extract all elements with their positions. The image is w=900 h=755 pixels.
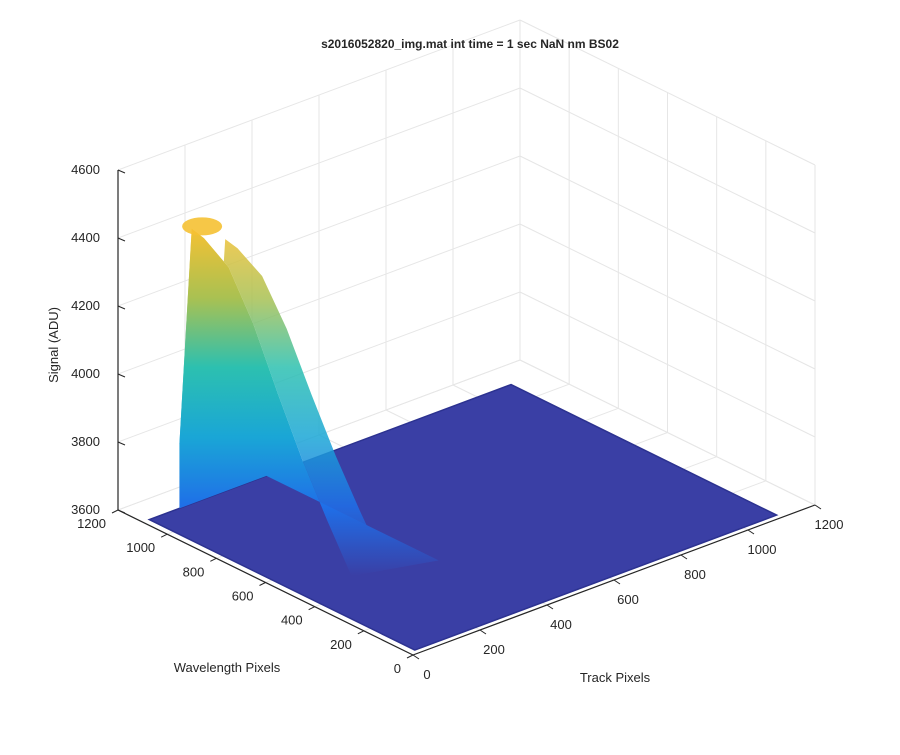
x-tick-label: 1200 <box>815 517 844 532</box>
z-axis-label: Signal (ADU) <box>46 307 61 383</box>
wall-grid-line <box>519 359 816 506</box>
x-tick-label: 400 <box>550 617 572 632</box>
x-tick-mark <box>613 579 621 585</box>
y-tick-label: 400 <box>281 613 303 628</box>
wall-grid-line <box>117 19 521 171</box>
z-tick-mark <box>117 509 126 514</box>
ridge-surface <box>179 228 439 576</box>
wall-grid-line <box>117 87 521 239</box>
y-tick-mark <box>357 630 365 635</box>
wall-grid-line <box>519 19 816 166</box>
y-tick-label: 1000 <box>126 540 155 555</box>
x-tick-mark <box>747 529 755 535</box>
z-tick-label: 3600 <box>71 502 100 517</box>
y-tick-label: 600 <box>232 589 254 604</box>
x-tick-label: 1000 <box>748 542 777 557</box>
surface-base <box>147 383 779 651</box>
surface <box>147 217 779 651</box>
wall-grid-line <box>519 87 816 234</box>
z-tick-mark <box>117 237 126 242</box>
tick-labels: 0 200 400 600 800 1000 1200 0 200 400 600 800 1000 12… <box>71 162 843 682</box>
z-tick-mark <box>117 441 126 446</box>
peak-marker <box>182 217 223 236</box>
x-tick-mark <box>546 604 554 610</box>
wall-grid-line <box>519 291 816 438</box>
y-tick-mark <box>259 582 266 586</box>
y-tick-mark <box>160 533 168 538</box>
x-tick-mark <box>814 504 822 510</box>
y-tick-label: 1200 <box>77 516 106 531</box>
y-tick-label: 0 <box>394 661 401 676</box>
x-tick-mark <box>412 654 420 660</box>
z-tick-label: 4600 <box>71 162 100 177</box>
z-tick-label: 4400 <box>71 230 100 245</box>
x-tick-mark <box>479 629 487 635</box>
wall-grid-line <box>117 155 521 307</box>
y-tick-label: 800 <box>183 564 205 579</box>
z-tick-label: 4000 <box>71 366 100 381</box>
y-tick-mark <box>308 606 315 611</box>
z-tick-mark <box>117 169 126 174</box>
axes <box>111 169 822 660</box>
y-tick-label: 200 <box>330 637 352 652</box>
x-tick-mark <box>680 554 688 560</box>
z-tick-mark <box>117 373 126 378</box>
y-tick-mark <box>210 557 217 562</box>
x-axis-label: Track Pixels <box>580 670 651 685</box>
wall-grid-line <box>519 155 816 302</box>
z-tick-label: 4200 <box>71 298 100 313</box>
x-tick-label: 200 <box>483 642 505 657</box>
z-tick-mark <box>117 305 126 310</box>
x-tick-label: 0 <box>423 667 430 682</box>
ridge-surface-face <box>179 228 439 576</box>
y-tick-mark <box>111 509 119 514</box>
y-axis-label: Wavelength Pixels <box>174 660 281 675</box>
y-tick-mark <box>406 654 414 659</box>
x-tick-label: 600 <box>617 592 639 607</box>
x-tick-label: 800 <box>684 567 706 582</box>
chart-title: s2016052820_img.mat int time = 1 sec NaN… <box>321 37 619 51</box>
z-tick-label: 3800 <box>71 434 100 449</box>
wall-grid-line <box>519 223 816 370</box>
